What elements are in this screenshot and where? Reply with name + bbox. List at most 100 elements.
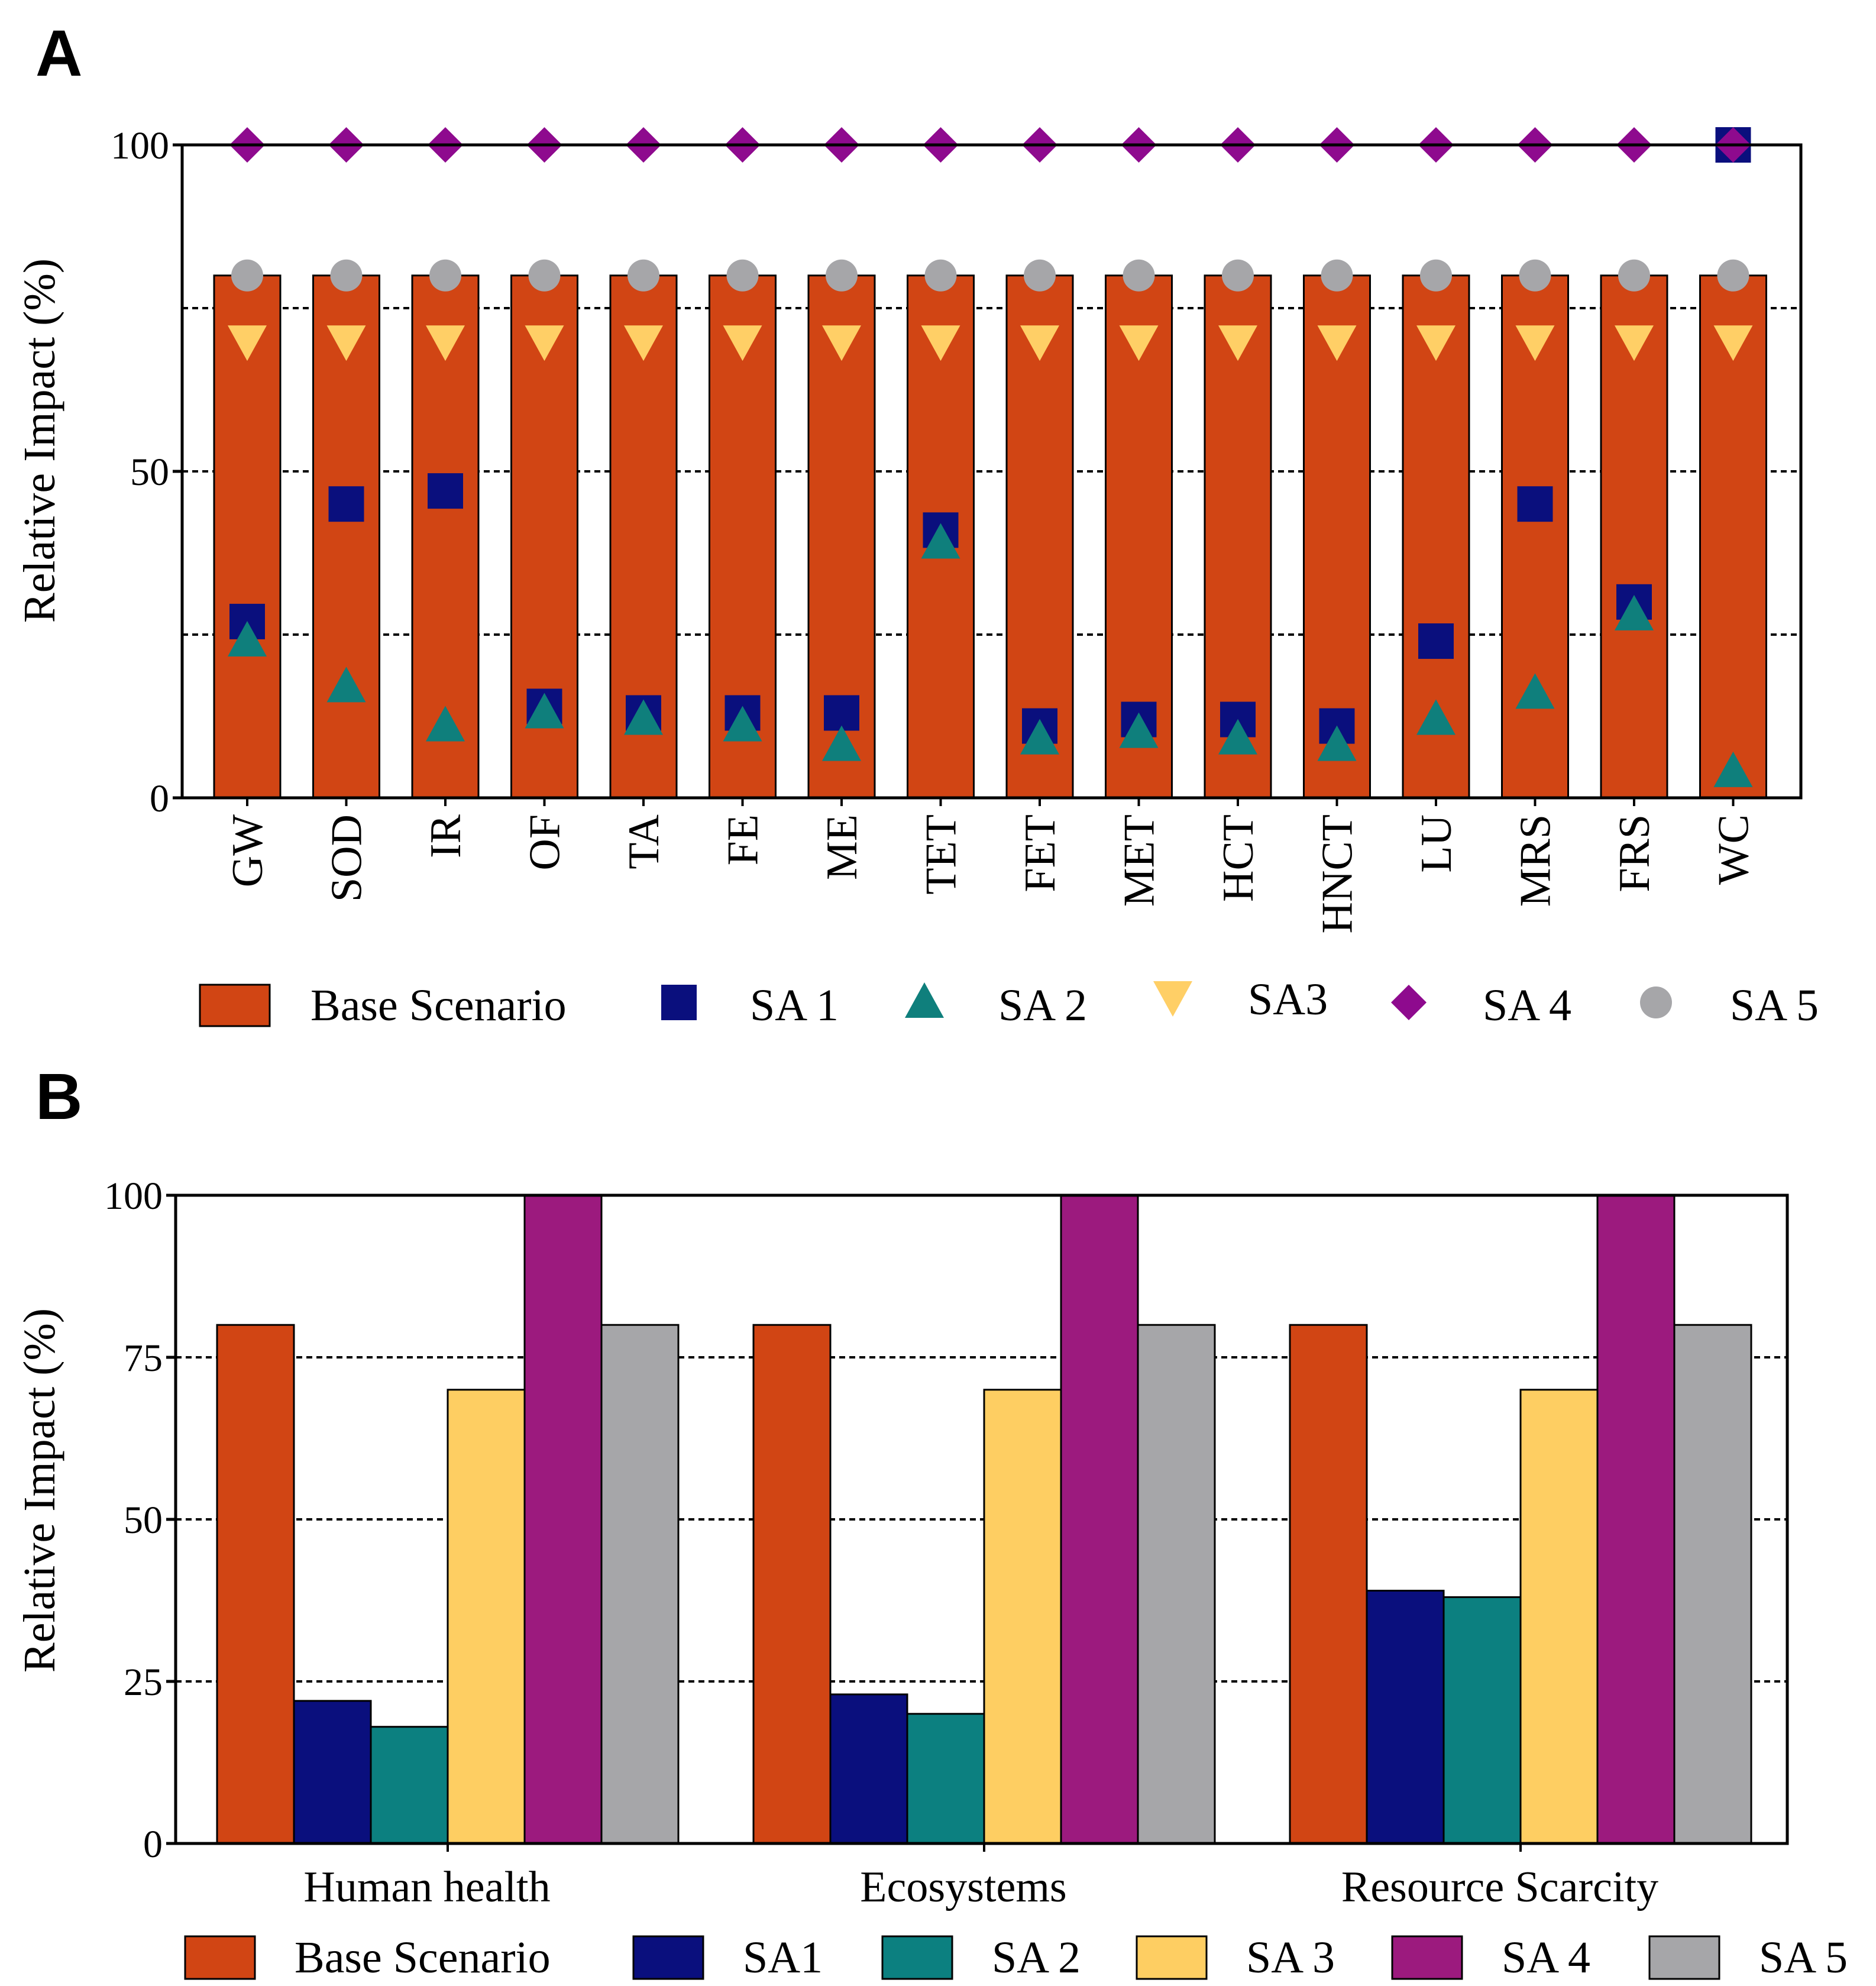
chart-a-marker-sa3 bbox=[1119, 325, 1159, 361]
chart-a-marker-sa2 bbox=[1218, 719, 1257, 755]
chart-b-ytick-label: 0 bbox=[143, 1823, 163, 1866]
chart-b-category-label: Human health bbox=[303, 1863, 550, 1911]
chart-a-marker-sa5 bbox=[924, 259, 957, 292]
chart-a-category-label: FET bbox=[1016, 814, 1065, 892]
chart-b-y-ticks: 0 25 50 75 100 bbox=[104, 1175, 176, 1866]
chart-b-bar-sa4 bbox=[1060, 1194, 1139, 1845]
chart-b-category-label: Ecosystems bbox=[860, 1863, 1066, 1911]
chart-b-category-label: Resource Scarcity bbox=[1341, 1863, 1658, 1911]
chart-a-marker-sa5 bbox=[1321, 259, 1353, 292]
chart-a-category-label: HNCT bbox=[1314, 814, 1362, 933]
chart-b-legend-label: SA 3 bbox=[1246, 1933, 1335, 1982]
chart-a-legend-marker bbox=[1153, 981, 1192, 1017]
chart-a-marker-sa2 bbox=[525, 693, 564, 729]
chart-a-ytick-label: 0 bbox=[150, 777, 169, 820]
chart-a-marker-sa3 bbox=[426, 325, 465, 361]
chart-b-bar-sa5 bbox=[1137, 1324, 1216, 1845]
chart-a-legend-label: SA3 bbox=[1248, 975, 1328, 1024]
chart-a-marker-sa1 bbox=[428, 473, 463, 509]
chart-b-legend-swatch bbox=[632, 1935, 704, 1980]
chart-b-legend-swatch bbox=[1648, 1935, 1720, 1980]
chart-a-category-label: OF bbox=[521, 814, 570, 871]
chart-a-marker-sa3 bbox=[1020, 325, 1059, 361]
chart-a-legend-label: Base Scenario bbox=[310, 981, 567, 1030]
chart-b-bar-sa3 bbox=[983, 1389, 1062, 1845]
chart-a-marker-sa2 bbox=[1615, 594, 1654, 630]
chart-a-marker-sa3 bbox=[1615, 325, 1654, 361]
chart-a-marker-sa2 bbox=[1515, 673, 1555, 709]
chart-a-category-label: WC bbox=[1710, 814, 1758, 885]
chart-a-legend-marker bbox=[905, 982, 944, 1018]
chart-b-bar-basescenario bbox=[1289, 1324, 1368, 1845]
chart-a-marker-sa5 bbox=[231, 259, 263, 292]
chart-b-bar-sa4 bbox=[523, 1194, 603, 1845]
chart-a-category-label: HCT bbox=[1214, 814, 1263, 902]
chart-b-ytick-label: 50 bbox=[124, 1499, 163, 1542]
chart-a-legend-swatch-base bbox=[199, 984, 271, 1027]
chart-a-marker-sa1 bbox=[1418, 623, 1454, 659]
chart-b-legend-label: SA 5 bbox=[1759, 1933, 1848, 1982]
chart-b-legend-label: SA 4 bbox=[1502, 1933, 1590, 1982]
chart-b-legend-label: Base Scenario bbox=[295, 1933, 551, 1982]
chart-a-marker-sa3 bbox=[1515, 325, 1555, 361]
chart-b-y-axis-label: Relative Impact (%) bbox=[15, 1308, 64, 1673]
chart-a-category-label: TET bbox=[917, 814, 966, 895]
chart-b-legend-label: SA 2 bbox=[992, 1933, 1081, 1982]
chart-b-bar-basescenario bbox=[752, 1324, 832, 1845]
chart-a-marker-sa5 bbox=[330, 259, 363, 292]
chart-a-category-label: FE bbox=[719, 814, 768, 865]
chart-a-bar-base bbox=[213, 274, 282, 799]
chart-a-marker-sa2 bbox=[228, 621, 267, 657]
chart-a-category-label: SOD bbox=[323, 814, 371, 902]
chart-b-legend: Base Scenario SA1 SA 2 SA 3 SA 4 SA 5 bbox=[184, 1933, 1848, 1982]
chart-b-legend-swatch bbox=[1391, 1935, 1463, 1980]
chart-a-marker-sa2 bbox=[1020, 719, 1059, 755]
chart-a-marker-sa3 bbox=[1416, 325, 1455, 361]
chart-a-marker-sa5 bbox=[1618, 259, 1650, 292]
chart-a-marker-sa3 bbox=[228, 325, 267, 361]
chart-a-category-label: GW bbox=[224, 814, 272, 887]
chart-b-bar-sa2 bbox=[1442, 1596, 1522, 1845]
chart-b: Relative Impact (%) 0 25 50 75 100 Human hea… bbox=[15, 1175, 1848, 1982]
chart-a-marker-sa5 bbox=[628, 259, 659, 292]
chart-a-legend: Base Scenario SA 1 SA 2 SA3 SA 4 SA 5 bbox=[199, 975, 1819, 1030]
chart-a-marker-sa2 bbox=[1119, 712, 1159, 748]
chart-a-category-label: IR bbox=[422, 814, 470, 858]
chart-b-legend-label: SA1 bbox=[743, 1933, 823, 1982]
chart-a-marker-sa5 bbox=[726, 259, 759, 292]
chart-a: Relative Impact (%) 0 50 100 GW SOD IR OF TA FE… bbox=[15, 124, 1819, 1030]
chart-a-markers bbox=[228, 127, 1753, 787]
chart-a-legend-marker bbox=[1391, 985, 1427, 1020]
chart-a-marker-sa1 bbox=[1517, 486, 1553, 522]
panel-b-label: B bbox=[35, 1060, 82, 1133]
chart-a-marker-sa5 bbox=[429, 259, 461, 292]
chart-a-legend-label: SA 4 bbox=[1483, 981, 1571, 1030]
chart-b-ytick-label: 25 bbox=[124, 1661, 163, 1704]
chart-b-bar-sa3 bbox=[1519, 1389, 1599, 1845]
chart-a-marker-sa5 bbox=[1123, 259, 1155, 292]
chart-b-ytick-label: 100 bbox=[104, 1175, 163, 1218]
chart-a-marker-sa2 bbox=[624, 699, 663, 735]
chart-b-legend-swatch bbox=[184, 1935, 256, 1980]
chart-a-marker-sa1 bbox=[328, 486, 364, 522]
chart-b-bar-basescenario bbox=[216, 1324, 295, 1845]
chart-a-legend-label: SA 5 bbox=[1730, 981, 1819, 1030]
chart-a-marker-sa2 bbox=[1416, 699, 1455, 735]
chart-a-marker-sa5 bbox=[826, 259, 858, 292]
chart-a-marker-sa2 bbox=[1317, 725, 1357, 761]
chart-b-ytick-label: 75 bbox=[124, 1337, 163, 1380]
chart-a-marker-sa2 bbox=[1713, 751, 1753, 787]
chart-b-bars bbox=[216, 1194, 1752, 1845]
chart-a-marker-sa2 bbox=[921, 523, 960, 559]
chart-a-category-label: MET bbox=[1115, 814, 1164, 907]
chart-a-legend-label: SA 2 bbox=[998, 981, 1087, 1030]
chart-b-bar-sa2 bbox=[906, 1713, 985, 1845]
chart-a-marker-sa3 bbox=[1317, 325, 1357, 361]
chart-a-marker-sa5 bbox=[1024, 259, 1056, 292]
chart-a-legend-marker bbox=[661, 985, 697, 1020]
chart-a-marker-sa3 bbox=[1218, 325, 1257, 361]
chart-a-marker-sa3 bbox=[326, 325, 366, 361]
chart-a-marker-sa5 bbox=[1420, 259, 1452, 292]
chart-a-category-labels: GW SOD IR OF TA FE ME TET FET MET HCT HNCT LU MRS FRS W… bbox=[224, 798, 1758, 933]
